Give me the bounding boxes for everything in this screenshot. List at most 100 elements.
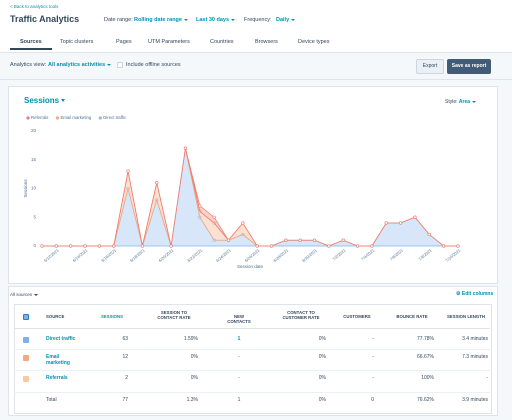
tab[interactable]: Sources [20,39,42,45]
column-header[interactable]: SESSIONS [101,314,123,319]
legend-label: Email marketing [60,115,91,120]
tab[interactable]: Topic clusters [60,39,94,45]
x-tick-label: 6/20/2021 [158,247,175,263]
edit-columns[interactable]: ⚙ Edit columns [456,291,494,297]
filter-dropdown[interactable]: All sources [10,292,39,297]
point [399,221,403,225]
point [126,169,130,173]
y-axis-title: Sessions [23,179,28,198]
x-tick-label: 7/8/2021 [417,247,433,261]
point [69,244,73,248]
x-tick-label: 6/22/2021 [186,247,203,263]
x-tick-label: 6/16/2021 [100,247,117,263]
style-control[interactable]: Style: Area [445,99,477,105]
back-link[interactable]: < Back to analytics tools [10,4,59,9]
export-button[interactable]: Export [416,59,444,74]
table [14,304,492,414]
point [198,204,202,208]
date-range-dropdown[interactable]: Rolling date range [134,17,188,23]
point [241,221,245,225]
tab[interactable]: Device types [298,39,330,45]
cell: - [372,375,374,381]
cell: 1.59% [183,336,198,342]
column-header: SESSION TO CONTACT RATE [157,310,191,320]
point [442,244,446,248]
column-header: SESSION LENGTH [447,314,485,319]
caret [61,99,66,103]
cell: 0% [190,354,198,360]
period-dropdown[interactable]: Last 30 days [196,17,236,23]
cell: - [372,336,374,342]
header-checkbox[interactable] [23,314,29,320]
x-tick-label: 7/10/2021 [444,247,461,263]
date-range: Rolling date range [134,17,182,23]
cell: 0% [318,397,326,403]
legend-marker [26,116,30,120]
column-header: SOURCE [46,314,65,319]
cell: 1 [237,336,241,342]
row-divider [14,349,490,350]
cell: 0% [318,336,326,342]
cell: 0% [190,375,198,381]
area [42,148,458,247]
cell: 3.4 minutes [462,336,488,342]
y-tick-label: 10 [31,186,37,191]
cell: 2 [125,375,128,381]
offline-label: Include offline sources [126,62,181,68]
caret [34,293,39,296]
tab[interactable]: Browsers [255,39,278,45]
row-checkbox[interactable] [23,376,29,382]
style-label: Style: [445,99,458,105]
point [112,244,116,248]
chart: 0 5 10 15 20 Sessions Session date 6/12/2021 6/1… [23,115,462,269]
point [298,238,302,242]
cell: 76.62% [417,397,434,403]
cell: 7.3 minutes [462,354,488,360]
cell: 3.9 minutes [462,397,488,403]
source-name[interactable]: Direct traffic [46,336,76,342]
caret [107,63,112,66]
x-tick-label: 7/2/2021 [331,247,347,261]
y-tick-label: 0 [33,243,36,248]
x-tick-label: 6/24/2021 [215,247,232,263]
point [97,244,101,248]
point [370,244,374,248]
view-dropdown[interactable]: All analytics activities [48,62,112,68]
point [183,146,188,150]
row-checkbox[interactable] [23,337,29,343]
cell: 77 [122,397,128,403]
tab[interactable]: Countries [210,39,234,45]
point [384,221,388,225]
save-button[interactable]: Save as report [447,59,491,74]
style-value: Area [458,99,471,105]
y-tick-label: 15 [31,157,37,162]
source-name[interactable]: Email marketing [46,354,70,366]
cell: 12 [122,354,128,360]
point [140,244,145,248]
edit-columns-label: Edit columns [461,291,494,297]
point [312,238,317,242]
point [341,238,345,242]
x-axis-title: Session date [237,264,264,269]
filter: All sources [10,292,33,297]
period: Last 30 days [196,17,230,23]
cell: 66.67% [417,354,434,360]
point [269,244,274,248]
cell: 0 [371,397,374,403]
legend-label: Direct traffic [103,115,127,120]
point [255,244,259,248]
tab[interactable]: UTM Parameters [148,39,190,45]
chart-title-dropdown[interactable]: Sessions [24,96,66,105]
source-name[interactable]: Referrals [46,375,68,381]
x-tick-label: 6/18/2021 [129,247,146,263]
point [327,244,331,248]
row-checkbox[interactable] [23,355,29,361]
point [226,238,231,242]
frequency-dropdown[interactable]: Daily [276,17,296,23]
offline-checkbox[interactable] [117,62,123,68]
tab[interactable]: Pages [116,39,132,45]
chart-card [8,86,498,284]
frequency: Daily [276,17,290,23]
point [212,215,216,219]
